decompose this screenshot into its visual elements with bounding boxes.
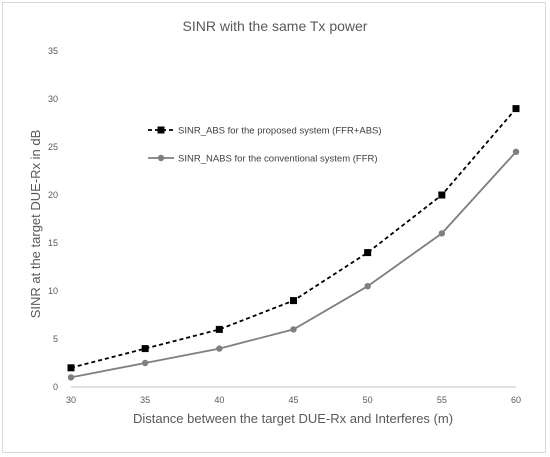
series-1-point [364,249,372,257]
series-2-point [512,148,520,155]
y-tick-label: 25 [48,142,58,152]
x-axis-label: Distance between the target DUE-Rx and I… [133,411,453,426]
legend-marker-2 [157,154,165,162]
series-2-point [438,230,446,237]
x-tick-label: 30 [66,395,76,405]
series-1-point [512,105,520,113]
y-tick-label: 20 [48,190,58,200]
y-axis-label: SINR at the target DUE-Rx in dB [28,130,43,319]
y-tick-label: 5 [53,334,58,344]
chart-title: SINR with the same Tx power [183,18,368,34]
series-1-point [67,364,75,372]
axes: 30 35 40 45 50 55 60 0 5 10 15 20 25 30 35 [48,46,521,405]
series-1-point [215,325,223,333]
series-2-point [364,283,371,290]
series-line-2 [70,151,517,379]
y-tick-label: 35 [48,46,58,56]
series-2-point [141,359,149,367]
x-tick-label: 60 [511,395,521,405]
x-tick-label: 50 [363,395,373,405]
chart-frame [2,2,546,453]
legend-label-1: SINR_ABS for the proposed system (FFR+AB… [178,126,382,137]
series-1-point [438,191,446,199]
series-layer [67,105,520,381]
series-2-point [290,326,297,333]
legend-label-2: SINR_NABS for the conventional system (F… [178,154,378,165]
series-2-point [67,374,75,381]
y-tick-label: 0 [53,382,58,392]
y-tick-label: 15 [48,238,58,248]
series-1-point [141,345,149,353]
legend: SINR_ABS for the proposed system (FFR+AB… [148,126,382,165]
legend-marker-1 [157,126,165,134]
y-tick-label: 30 [48,94,58,104]
y-tick-label: 10 [48,286,58,296]
x-tick-label: 40 [214,395,224,405]
series-1-point [290,297,297,305]
x-tick-label: 45 [288,395,298,405]
x-tick-label: 55 [437,395,447,405]
x-tick-label: 35 [140,395,150,405]
series-2-point [216,345,223,352]
